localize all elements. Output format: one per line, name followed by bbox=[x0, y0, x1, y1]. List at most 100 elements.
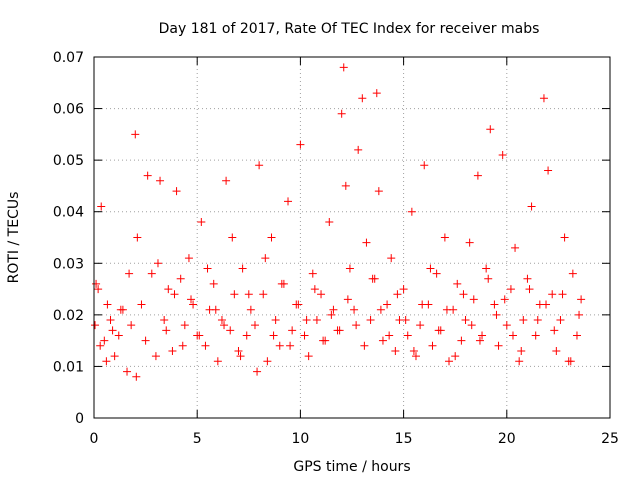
y-tick-label: 0.02 bbox=[53, 308, 84, 324]
data-point bbox=[399, 285, 408, 294]
data-point bbox=[110, 352, 119, 361]
data-point bbox=[552, 346, 561, 355]
x-tick-label: 25 bbox=[601, 431, 619, 447]
data-point bbox=[486, 125, 495, 134]
data-point bbox=[527, 202, 536, 211]
data-point bbox=[451, 352, 460, 361]
data-point bbox=[339, 63, 348, 72]
data-point bbox=[420, 161, 429, 170]
data-point bbox=[358, 94, 367, 103]
data-point bbox=[467, 321, 476, 330]
axis-ticks: 0 0.01 0.02 0.03 0.04 0.05 0.06 0.07 0 5 10 15 20 25 bbox=[53, 50, 619, 447]
data-point bbox=[211, 305, 220, 314]
data-point bbox=[108, 326, 117, 335]
data-point bbox=[277, 279, 286, 288]
data-point bbox=[335, 326, 344, 335]
data-point bbox=[473, 171, 482, 180]
data-point bbox=[345, 264, 354, 273]
data-point bbox=[432, 269, 441, 278]
data-point bbox=[362, 238, 371, 247]
data-point bbox=[539, 94, 548, 103]
data-point bbox=[434, 326, 443, 335]
x-tick-label: 0 bbox=[90, 431, 99, 447]
data-point bbox=[213, 357, 222, 366]
data-point bbox=[453, 279, 462, 288]
data-point bbox=[94, 285, 103, 294]
data-point bbox=[525, 285, 534, 294]
data-point bbox=[242, 331, 251, 340]
data-point bbox=[523, 274, 532, 283]
data-point bbox=[354, 145, 363, 154]
data-point bbox=[172, 187, 181, 196]
data-point bbox=[548, 290, 557, 299]
data-point bbox=[457, 336, 466, 345]
data-point bbox=[498, 150, 507, 159]
data-point bbox=[209, 279, 218, 288]
y-tick-label: 0.06 bbox=[53, 102, 84, 118]
plot-frame bbox=[93, 56, 611, 419]
y-tick-label: 0.05 bbox=[53, 153, 84, 169]
data-point bbox=[189, 300, 198, 309]
data-point bbox=[411, 352, 420, 361]
data-point bbox=[401, 316, 410, 325]
data-point bbox=[96, 341, 105, 350]
data-point bbox=[490, 300, 499, 309]
data-point bbox=[325, 218, 334, 227]
y-tick-label: 0.03 bbox=[53, 256, 84, 272]
data-point bbox=[352, 321, 361, 330]
y-axis-label: ROTI / TECUs bbox=[6, 192, 22, 284]
data-point bbox=[374, 187, 383, 196]
data-point bbox=[201, 341, 210, 350]
data-point bbox=[197, 218, 206, 227]
data-point bbox=[102, 357, 111, 366]
data-point bbox=[445, 357, 454, 366]
data-point bbox=[132, 372, 141, 381]
data-point bbox=[376, 305, 385, 314]
data-point bbox=[275, 341, 284, 350]
data-point bbox=[302, 316, 311, 325]
data-point bbox=[195, 331, 204, 340]
data-point bbox=[572, 331, 581, 340]
data-point bbox=[304, 352, 313, 361]
data-point bbox=[294, 300, 303, 309]
data-point bbox=[296, 140, 305, 149]
data-point bbox=[461, 316, 470, 325]
data-points bbox=[91, 63, 586, 381]
data-point bbox=[407, 207, 416, 216]
data-point bbox=[288, 326, 297, 335]
data-point bbox=[114, 331, 123, 340]
data-point bbox=[156, 176, 165, 185]
data-point bbox=[203, 264, 212, 273]
data-point bbox=[236, 352, 245, 361]
data-point bbox=[97, 202, 106, 211]
data-point bbox=[133, 233, 142, 242]
data-point bbox=[220, 321, 229, 330]
data-point bbox=[378, 336, 387, 345]
data-point bbox=[387, 254, 396, 263]
x-tick-label: 20 bbox=[498, 431, 516, 447]
data-point bbox=[153, 259, 162, 268]
data-point bbox=[360, 341, 369, 350]
data-point bbox=[531, 331, 540, 340]
data-point bbox=[168, 346, 177, 355]
data-point bbox=[459, 290, 468, 299]
data-point bbox=[187, 295, 196, 304]
data-point bbox=[230, 290, 239, 299]
data-point bbox=[544, 166, 553, 175]
data-point bbox=[337, 109, 346, 118]
data-point bbox=[312, 316, 321, 325]
data-point bbox=[300, 331, 309, 340]
data-point bbox=[317, 290, 326, 299]
data-point bbox=[238, 264, 247, 273]
data-point bbox=[568, 269, 577, 278]
y-tick-label: 0.04 bbox=[53, 205, 84, 221]
chart-title: Day 181 of 2017, Rate Of TEC Index for r… bbox=[159, 21, 540, 37]
data-point bbox=[178, 341, 187, 350]
data-point bbox=[147, 269, 156, 278]
y-tick-label: 0 bbox=[75, 411, 84, 427]
data-point bbox=[465, 238, 474, 247]
data-point bbox=[222, 176, 231, 185]
data-point bbox=[368, 274, 377, 283]
data-point bbox=[106, 316, 115, 325]
data-point bbox=[393, 290, 402, 299]
